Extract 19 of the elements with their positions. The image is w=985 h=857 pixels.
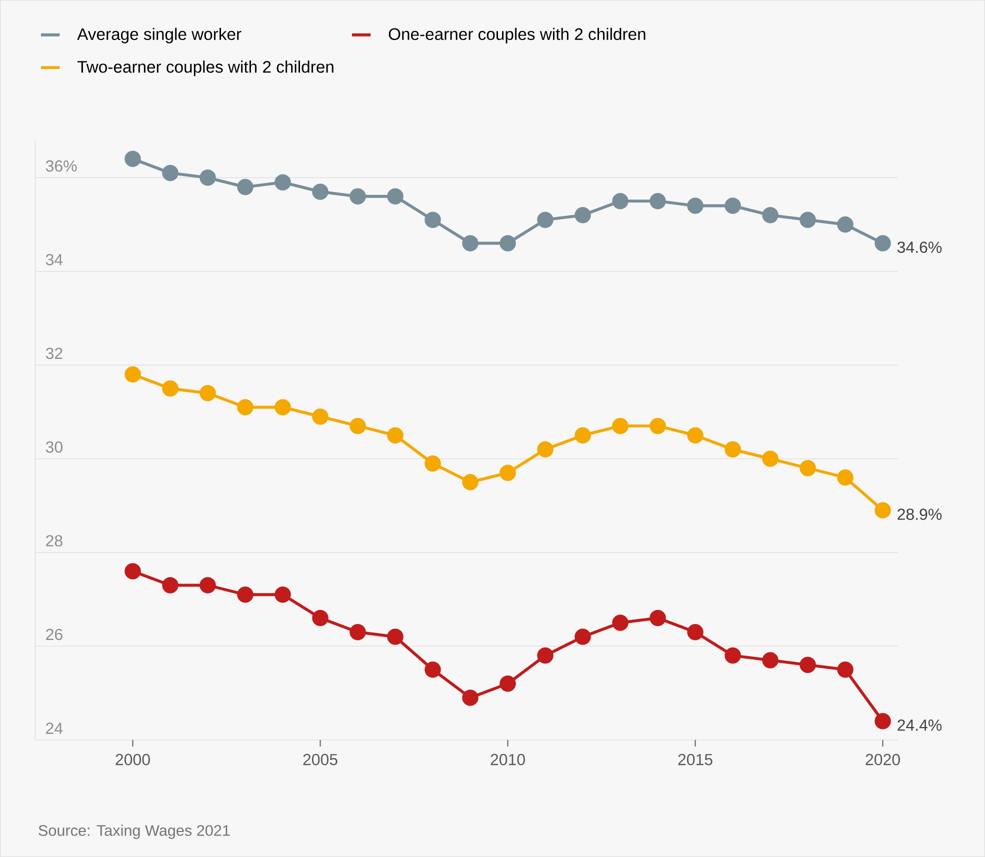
y-tick-label: 36%	[46, 160, 77, 172]
x-tick-label: 2005	[303, 754, 338, 766]
x-tick-label: 2000	[116, 754, 150, 766]
source-note: Source: Taxing Wages 2021	[38, 824, 230, 839]
legend-label: Average single worker	[77, 28, 242, 44]
data-label: 34.6%	[897, 242, 942, 253]
legend-label: Two-earner couples with 2 children	[77, 60, 334, 76]
y-tick-label: 24	[46, 722, 63, 734]
x-tick-label: 2015	[678, 754, 712, 766]
x-tick-label: 2010	[490, 754, 525, 766]
y-tick-label: 30	[46, 441, 62, 453]
data-label: 28.9%	[898, 508, 942, 520]
data-label: 24.4%	[898, 719, 942, 731]
y-tick-label: 32	[46, 348, 62, 359]
y-tick-label: 28	[46, 535, 62, 546]
y-tick-label: 34	[46, 254, 63, 266]
x-tick-label: 2020	[866, 754, 900, 766]
y-tick-label: 26	[46, 628, 62, 640]
legend-label: One-earner couples with 2 children	[388, 28, 646, 44]
